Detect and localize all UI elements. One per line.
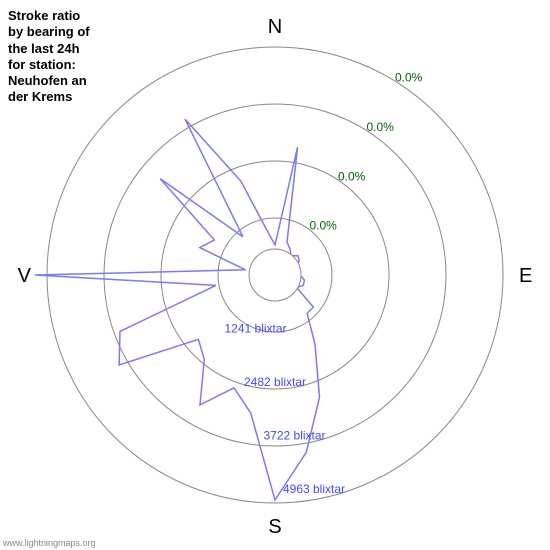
- svg-text:N: N: [268, 16, 282, 38]
- attribution-text: www.lightningmaps.org: [3, 538, 96, 548]
- svg-text:4963 blixtar: 4963 blixtar: [283, 482, 345, 496]
- svg-text:V: V: [18, 265, 32, 287]
- chart-title: Stroke ratioby bearing ofthe last 24hfor…: [8, 8, 90, 106]
- svg-text:1241 blixtar: 1241 blixtar: [224, 322, 286, 336]
- svg-text:0.0%: 0.0%: [395, 71, 423, 85]
- svg-text:0.0%: 0.0%: [367, 120, 395, 134]
- svg-text:S: S: [268, 516, 281, 538]
- svg-text:2482 blixtar: 2482 blixtar: [244, 375, 306, 389]
- svg-text:0.0%: 0.0%: [310, 219, 338, 233]
- svg-text:E: E: [519, 265, 532, 287]
- svg-text:0.0%: 0.0%: [338, 169, 366, 183]
- svg-text:3722 blixtar: 3722 blixtar: [263, 429, 325, 443]
